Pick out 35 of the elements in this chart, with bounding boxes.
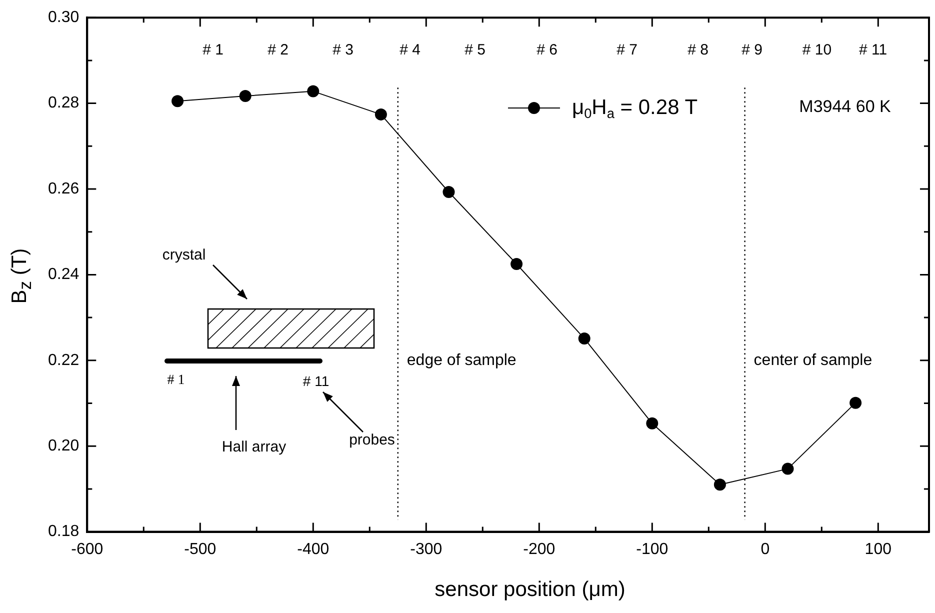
x-axis-title: sensor position (μm) [434,578,626,602]
annotation: # 10 [802,42,832,58]
y-tick-label: 0.26 [48,180,80,198]
annotation: # 3 [332,42,354,58]
x-tick-label: 0 [760,540,770,558]
annotation: # 1 [167,373,185,389]
x-tick-label: -600 [71,540,104,558]
annotation: # 7 [616,42,638,58]
y-tick-label: 0.20 [48,438,80,455]
annotation: # 8 [688,42,708,58]
annotation: # 4 [400,42,420,58]
annotation: probes [349,432,395,448]
annotation: M3944 60 K [799,97,891,117]
y-tick-label: 0.22 [48,352,80,369]
y-tick-label: 0.24 [48,266,80,284]
annotation: # 11 [302,373,330,389]
y-tick-label: 0.28 [48,94,80,112]
y-tick-label: 0.18 [48,523,80,540]
annotation: Hall array [222,438,286,456]
annotation: # 6 [536,42,558,58]
y-tick-label: 0.30 [48,9,80,26]
x-tick-label: -200 [523,540,556,558]
annotation: # 11 [858,42,888,58]
x-tick-label: 100 [864,540,892,558]
annotation: crystal [162,246,206,264]
x-tick-label: -400 [297,540,330,558]
ref-line-label: edge of sample [406,352,516,370]
annotation: # 9 [742,42,762,58]
annotation: # 5 [464,42,486,58]
annotation: # 1 [202,42,224,58]
annotation: # 2 [268,42,288,58]
x-tick-label: -500 [184,540,216,558]
x-tick-label: -300 [410,540,442,558]
ref-line-label: center of sample [754,352,872,370]
x-tick-label: -100 [636,540,668,558]
